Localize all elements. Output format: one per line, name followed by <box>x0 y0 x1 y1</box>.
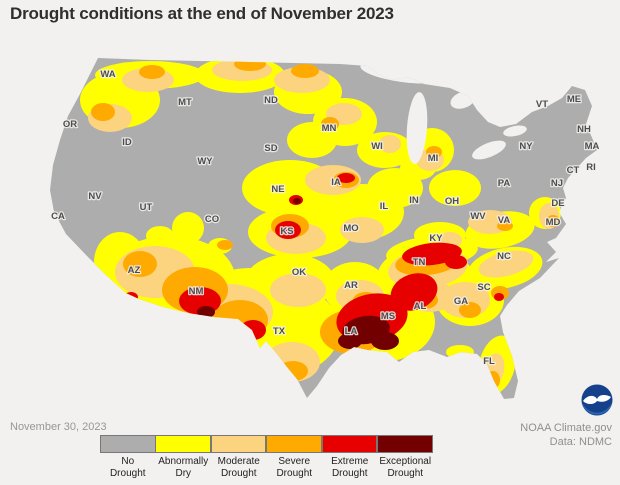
state-label-sc: SC <box>477 282 490 293</box>
state-label-ca: CA <box>51 211 65 222</box>
legend-item-no-drought: No Drought <box>100 435 156 479</box>
state-label-mn: MN <box>322 123 337 134</box>
state-label-ia: IA <box>331 177 341 188</box>
state-label-wy: WY <box>197 156 213 167</box>
attribution: NOAA Climate.gov Data: NDMC <box>520 421 612 449</box>
state-label-pa: PA <box>498 178 511 189</box>
state-label-va: VA <box>498 215 511 226</box>
legend-label: Severe Drought <box>276 456 313 479</box>
state-label-md: MD <box>546 217 561 228</box>
state-label-tn: TN <box>413 257 426 268</box>
noaa-logo-icon <box>581 384 613 416</box>
legend-item-moderate-drought: Moderate Drought <box>210 435 267 479</box>
state-label-ms: MS <box>381 311 395 322</box>
state-label-wi: WI <box>371 141 383 152</box>
legend-label: Extreme Drought <box>331 456 369 479</box>
legend-label: No Drought <box>109 456 146 479</box>
legend-swatch <box>100 435 156 453</box>
state-label-ky: KY <box>429 233 443 244</box>
state-label-mi: MI <box>428 153 439 164</box>
state-label-co: CO <box>205 214 219 225</box>
state-label-nm: NM <box>189 286 204 297</box>
legend-swatch <box>321 435 377 453</box>
state-label-de: DE <box>551 198 564 209</box>
state-label-mo: MO <box>343 223 358 234</box>
state-label-ct: CT <box>567 165 580 176</box>
state-label-ny: NY <box>519 141 533 152</box>
legend-item-abnormally-dry: Abnormally Dry <box>155 435 212 479</box>
state-label-me: ME <box>567 94 581 105</box>
legend-item-extreme-drought: Extreme Drought <box>321 435 378 479</box>
state-label-nc: NC <box>497 251 511 262</box>
legend-label: Abnormally Dry <box>158 456 209 479</box>
state-label-az: AZ <box>128 265 141 276</box>
state-label-ma: MA <box>585 141 600 152</box>
state-label-ri: RI <box>586 162 596 173</box>
state-label-nv: NV <box>88 191 102 202</box>
state-label-nh: NH <box>577 124 591 135</box>
state-label-or: OR <box>63 119 77 130</box>
state-label-fl: FL <box>483 356 495 367</box>
legend-swatch <box>266 435 322 453</box>
state-label-nd: ND <box>264 95 278 106</box>
state-label-ne: NE <box>271 184 284 195</box>
state-label-ga: GA <box>454 296 468 307</box>
legend-label: Exceptional Drought <box>379 456 432 479</box>
state-label-wa: WA <box>100 69 115 80</box>
legend-swatch <box>155 435 211 453</box>
state-label-al: AL <box>414 301 427 312</box>
map-date: November 30, 2023 <box>10 421 107 433</box>
state-label-ks: KS <box>280 226 293 237</box>
state-label-la: LA <box>345 326 358 337</box>
state-label-wv: WV <box>470 211 486 222</box>
legend-swatch <box>210 435 266 453</box>
state-labels: WA OR CA NV ID MT WY UT AZ CO NM ND SD NE KS OK TX MN IA MO… <box>50 68 601 369</box>
drought-legend: No Drought Abnormally Dry Moderate Drought Sev… <box>100 435 433 479</box>
state-label-tx: TX <box>273 326 286 337</box>
state-label-mt: MT <box>178 97 192 108</box>
state-label-id: ID <box>122 137 132 148</box>
state-label-in: IN <box>409 195 419 206</box>
page-title: Drought conditions at the end of Novembe… <box>10 4 394 23</box>
state-label-il: IL <box>380 201 389 212</box>
state-label-ut: UT <box>140 202 153 213</box>
state-label-ar: AR <box>344 280 358 291</box>
legend-item-severe-drought: Severe Drought <box>266 435 323 479</box>
attribution-data: Data: NDMC <box>549 436 612 448</box>
state-label-sd: SD <box>264 143 277 154</box>
state-label-nj: NJ <box>551 178 563 189</box>
state-label-vt: VT <box>536 99 548 110</box>
legend-label: Moderate Drought <box>217 456 260 479</box>
legend-swatch <box>377 435 433 453</box>
state-label-ok: OK <box>292 267 306 278</box>
attribution-source: NOAA Climate.gov <box>520 422 612 434</box>
legend-item-exceptional-drought: Exceptional Drought <box>377 435 434 479</box>
state-label-oh: OH <box>445 196 459 207</box>
drought-layer-exceptional <box>197 198 399 350</box>
